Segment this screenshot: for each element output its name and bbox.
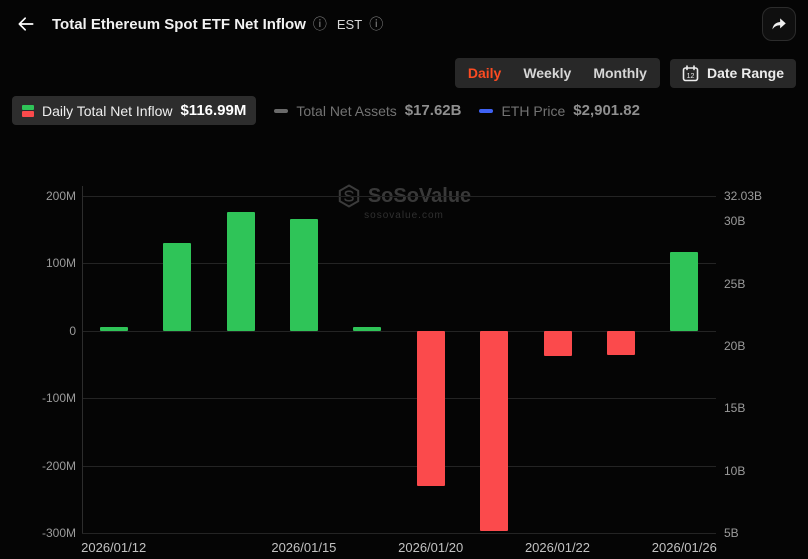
gridline — [82, 196, 716, 197]
legend-item-eth-price[interactable]: ETH Price $2,901.82 — [479, 102, 640, 119]
bar-2026/01/15[interactable] — [289, 218, 318, 331]
date-range-button[interactable]: 12 Date Range — [669, 58, 796, 88]
bar-2026/01/14[interactable] — [226, 212, 255, 331]
legend: Daily Total Net Inflow $116.99M Total Ne… — [12, 96, 640, 125]
watermark: SoSoValue sosovalue.com — [299, 184, 509, 221]
bar-2026/01/21[interactable] — [480, 330, 509, 531]
timezone-label: EST — [336, 16, 363, 32]
legend-label: ETH Price — [501, 102, 566, 119]
x-axis-tick: 2026/01/15 — [271, 540, 337, 555]
gridline — [82, 533, 716, 534]
gridline — [82, 330, 716, 332]
watermark-name: SoSoValue — [367, 184, 472, 207]
controls-row: Daily Weekly Monthly 12 Date Range — [454, 58, 796, 88]
header: Total Ethereum Spot ETF Net Inflow ⓘ EST… — [0, 0, 808, 48]
x-axis-tick: 2026/01/22 — [524, 540, 591, 555]
bar-2026/01/12[interactable] — [99, 327, 128, 331]
tab-daily[interactable]: Daily — [467, 65, 502, 81]
tab-weekly[interactable]: Weekly — [523, 65, 572, 81]
y-axis-left-tick: 200M — [45, 189, 76, 203]
watermark-domain: sosovalue.com — [364, 210, 444, 221]
bar-2026/01/13[interactable] — [163, 242, 192, 331]
y-axis-right-tick: 32.03B — [724, 189, 763, 203]
tab-monthly[interactable]: Monthly — [593, 65, 647, 81]
bar-chart: SoSoValue sosovalue.com 200M 100M 0 -100M -2… — [0, 150, 808, 559]
legend-value: $2,901.82 — [573, 102, 640, 119]
y-axis-left-tick: 100M — [45, 256, 76, 271]
back-button[interactable] — [12, 10, 40, 38]
y-axis-right-tick: 25B — [724, 276, 746, 291]
y-axis-right-tick: 10B — [724, 463, 746, 478]
legend-value: $116.99M — [180, 102, 247, 119]
calendar-icon: 12 — [682, 64, 699, 81]
y-axis-right-tick: 5B — [724, 526, 739, 540]
bar-2026/01/22[interactable] — [543, 330, 572, 356]
x-axis-tick: 2026/01/26 — [651, 540, 717, 555]
legend-item-total-net-assets[interactable]: Total Net Assets $17.62B — [274, 102, 461, 119]
svg-text:12: 12 — [687, 73, 695, 80]
legend-item-daily-net-inflow[interactable]: Daily Total Net Inflow $116.99M — [12, 96, 257, 125]
legend-value: $17.62B — [404, 102, 462, 119]
gridline — [82, 263, 716, 265]
timezone-info-icon[interactable]: ⓘ — [369, 16, 384, 32]
x-axis-tick: 2026/01/12 — [81, 540, 147, 555]
eth-price-line-icon — [479, 108, 494, 113]
page-title: Total Ethereum Spot ETF Net Inflow — [52, 15, 306, 33]
interval-tab-group: Daily Weekly Monthly — [454, 58, 660, 88]
date-range-label: Date Range — [706, 65, 784, 81]
y-axis-right-tick: 30B — [724, 214, 746, 229]
bar-2026/01/16[interactable] — [353, 326, 382, 331]
arrow-left-icon — [18, 17, 34, 31]
bar-2026/01/23[interactable] — [606, 330, 635, 356]
share-button[interactable] — [762, 7, 796, 41]
net-inflow-bars-icon — [22, 104, 34, 117]
bar-2026/01/26[interactable] — [670, 251, 699, 331]
bar-2026/01/20[interactable] — [416, 330, 445, 486]
net-assets-line-icon — [274, 108, 289, 113]
y-axis-right-tick: 20B — [724, 338, 746, 353]
legend-label: Daily Total Net Inflow — [42, 102, 173, 119]
y-axis-line — [82, 186, 83, 533]
y-axis-left-tick: 0 — [69, 323, 76, 338]
x-axis-tick: 2026/01/20 — [398, 540, 464, 555]
info-icon[interactable]: ⓘ — [312, 16, 327, 32]
legend-label: Total Net Assets — [296, 102, 397, 119]
y-axis-left-tick: -300M — [41, 526, 76, 540]
sosovalue-logo-icon — [338, 184, 360, 208]
gridline — [82, 398, 716, 400]
y-axis-left-tick: -100M — [41, 391, 76, 406]
gridline — [82, 465, 716, 467]
share-icon — [772, 18, 786, 30]
y-axis-right-tick: 15B — [724, 401, 746, 416]
y-axis-left-tick: -200M — [41, 458, 76, 473]
